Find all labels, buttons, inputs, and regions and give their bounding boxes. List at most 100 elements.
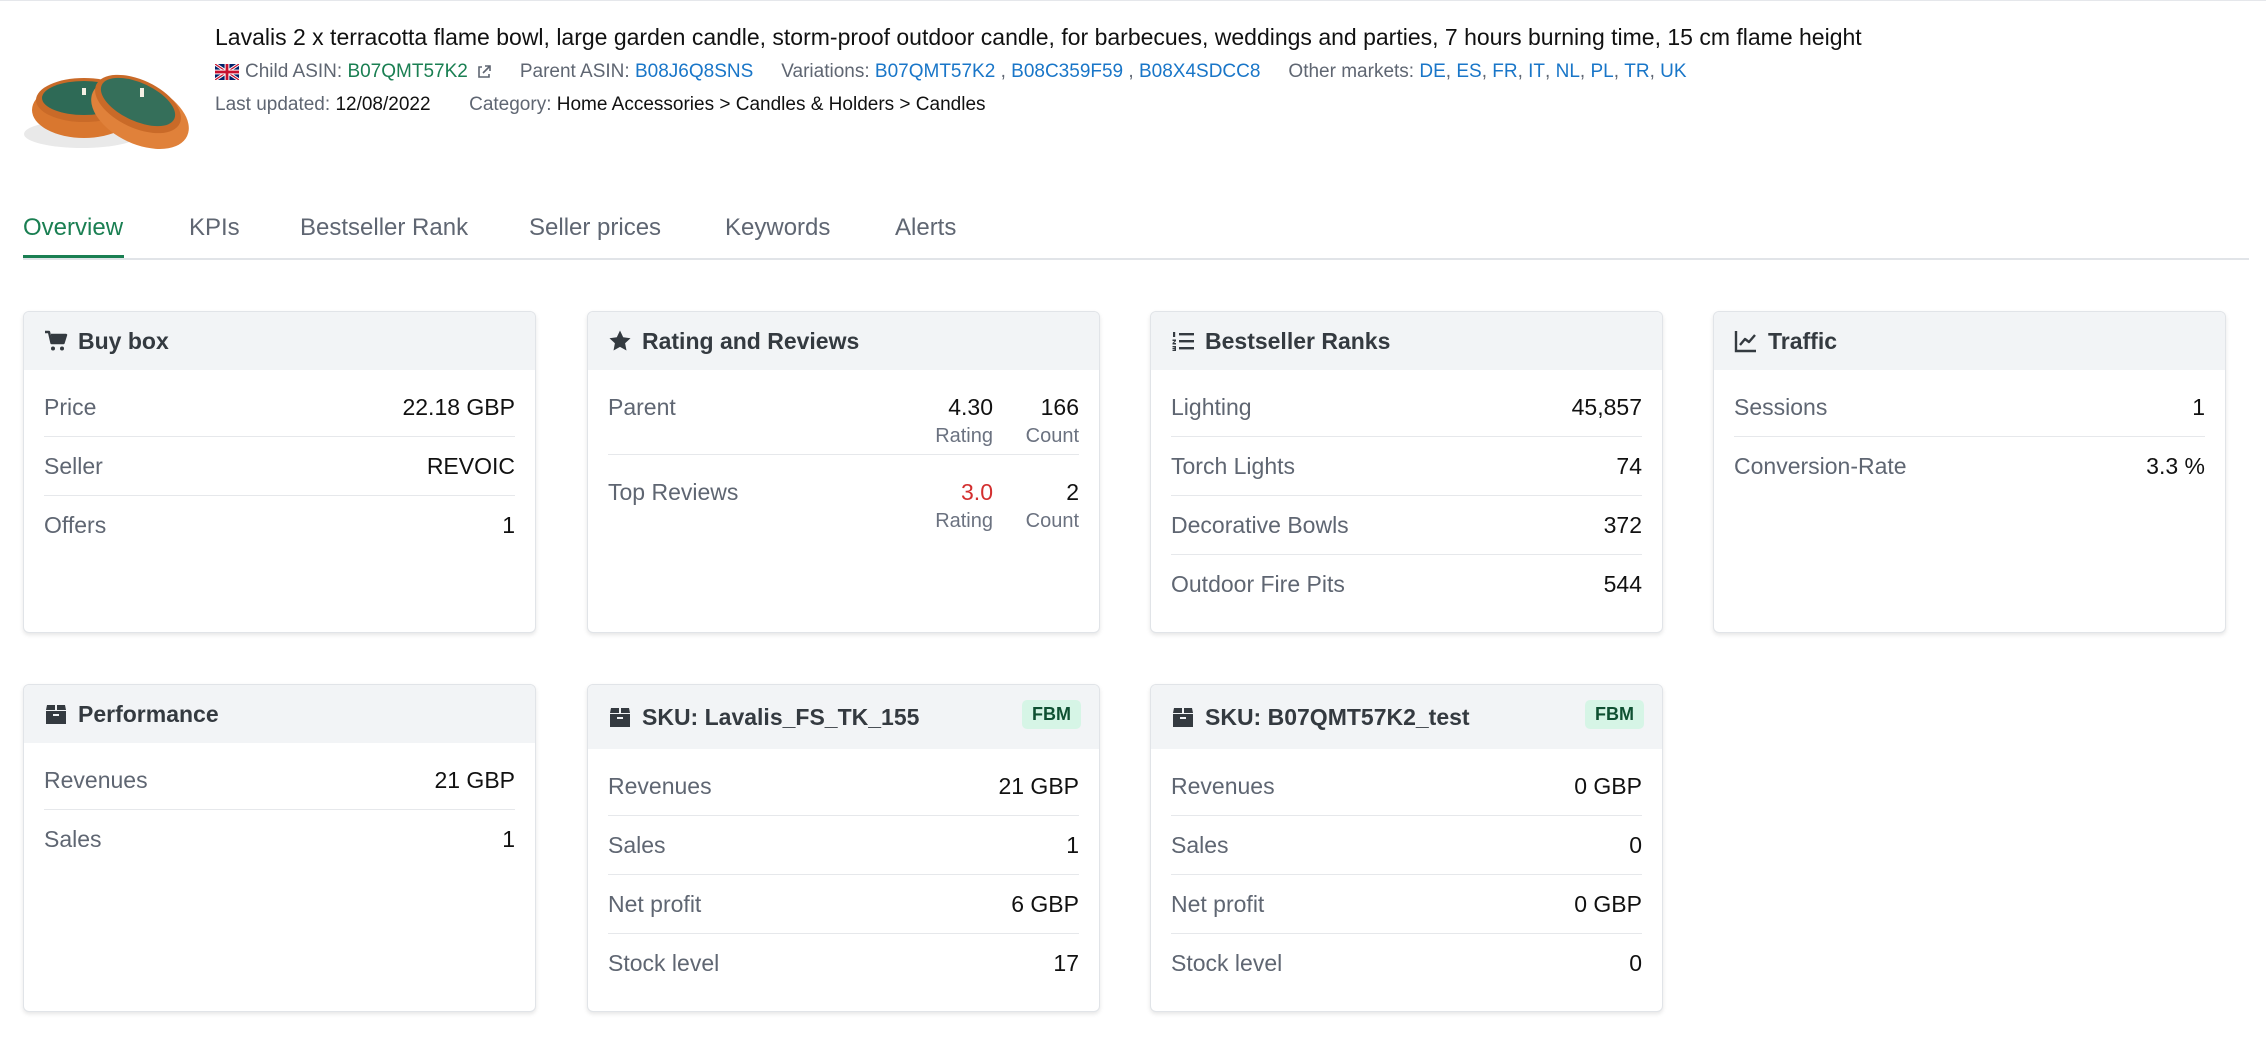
rating-sub-label: Rating: [935, 510, 993, 532]
tab-seller-prices[interactable]: Seller prices: [529, 214, 662, 241]
row-label: Net profit: [1171, 890, 1265, 917]
count-sub-label: Count: [1025, 425, 1079, 447]
tab-bestseller-rank[interactable]: Bestseller Rank: [300, 214, 469, 241]
market-link-fr[interactable]: FR: [1492, 61, 1518, 82]
buy-box-row: Price 22.18 GBP: [44, 378, 515, 437]
product-identifiers: Child ASIN: B07QMT57K2 Parent ASIN: B08J…: [215, 61, 1687, 83]
row-value: 0 GBP: [1574, 890, 1642, 917]
tab-kpis[interactable]: KPIs: [189, 214, 240, 241]
count-value: 2: [1066, 479, 1079, 505]
parent-asin-link[interactable]: B08J6Q8SNS: [634, 61, 754, 82]
rank-row: Torch Lights 74: [1171, 437, 1642, 496]
card-header: Rating and Reviews: [588, 312, 1099, 370]
row-value: 3.3 %: [2146, 453, 2205, 479]
card-header: Buy box: [24, 312, 535, 370]
bestseller-ranks-card: Bestseller Ranks Lighting 45,857 Torch Li…: [1150, 311, 1663, 633]
row-label: Net profit: [608, 890, 702, 917]
row-label: Stock level: [1171, 950, 1283, 976]
count-value: 166: [1040, 394, 1079, 420]
market-link-es[interactable]: ES: [1456, 61, 1482, 82]
row-value: 0 GBP: [1574, 772, 1642, 799]
child-asin-link[interactable]: B07QMT57K2: [347, 61, 468, 82]
row-label: Top Reviews: [608, 479, 739, 505]
traffic-card: Traffic Sessions 1 Conversion-Rate 3.3 %: [1713, 311, 2226, 633]
active-tab-indicator: [23, 255, 124, 258]
market-link-it[interactable]: IT: [1528, 61, 1546, 82]
row-label: Revenues: [608, 772, 712, 799]
market-link-uk[interactable]: UK: [1660, 61, 1687, 82]
product-image: [24, 74, 189, 149]
variation-link[interactable]: B08C359F59: [1011, 61, 1124, 82]
card-title: SKU: B07QMT57K2_test: [1205, 703, 1470, 730]
market-link-de[interactable]: DE: [1419, 61, 1446, 82]
rating-value: 3.0: [961, 479, 993, 505]
card-header: Traffic: [1714, 312, 2225, 370]
card-header: Performance: [24, 685, 535, 743]
rank-row: Decorative Bowls 372: [1171, 496, 1642, 555]
variation-link[interactable]: B07QMT57K2: [874, 61, 996, 82]
parent-asin-label: Parent ASIN:: [519, 61, 630, 82]
box-icon: [610, 708, 630, 727]
rating-row-parent: Parent 4.30 Rating 166 Count: [608, 370, 1079, 455]
row-label: Seller: [44, 452, 103, 479]
row-value: 21 GBP: [998, 772, 1079, 799]
rating-row-top-reviews: Top Reviews 3.0 Rating 2 Count: [608, 455, 1079, 540]
external-link-icon[interactable]: [476, 64, 492, 80]
variation-link[interactable]: B08X4SDCC8: [1138, 61, 1261, 82]
buy-box-card: Buy box Price 22.18 GBP Seller REVOIC Offe…: [23, 311, 536, 633]
market-link-tr[interactable]: TR: [1624, 61, 1650, 82]
row-label: Stock level: [608, 950, 720, 976]
performance-row: Sales 1: [44, 810, 515, 869]
market-link-nl[interactable]: NL: [1555, 61, 1580, 82]
child-asin-label: Child ASIN:: [245, 61, 343, 82]
card-header: Bestseller Ranks: [1151, 312, 1662, 370]
rating-value: 4.30: [948, 394, 993, 420]
card-title: Traffic: [1768, 327, 1838, 354]
sku-row: Sales 0: [1171, 816, 1642, 875]
row-value: 17: [1053, 950, 1079, 976]
sku-row: Net profit 0 GBP: [1171, 875, 1642, 934]
row-label: Price: [44, 393, 97, 420]
tab-alerts[interactable]: Alerts: [895, 214, 957, 241]
tab-keywords[interactable]: Keywords: [725, 214, 831, 241]
row-value: 1: [502, 826, 515, 852]
card-header: SKU: Lavalis_FS_TK_155 FBM: [588, 685, 1099, 749]
market-link-pl[interactable]: PL: [1590, 61, 1614, 82]
card-title: SKU: Lavalis_FS_TK_155: [642, 703, 920, 730]
tab-overview[interactable]: Overview: [23, 214, 124, 241]
sku-row: Sales 1: [608, 816, 1079, 875]
card-title: Performance: [78, 700, 219, 727]
rating-sub-label: Rating: [935, 425, 993, 447]
row-value: 1: [2192, 393, 2205, 420]
card-header: SKU: B07QMT57K2_test FBM: [1151, 685, 1662, 749]
star-icon: [609, 330, 631, 351]
count-sub-label: Count: [1025, 510, 1079, 532]
box-icon: [1173, 708, 1193, 727]
uk-flag-icon: [215, 64, 239, 80]
row-label: Decorative Bowls: [1171, 511, 1349, 538]
line-chart-icon: [1734, 331, 1756, 353]
other-markets-label: Other markets:: [1288, 61, 1415, 82]
row-value: 1: [1066, 831, 1079, 858]
row-label: Revenues: [1171, 772, 1275, 799]
ordered-list-icon: [1172, 332, 1194, 351]
sku-row: Revenues 21 GBP: [608, 757, 1079, 816]
row-value: REVOIC: [426, 452, 515, 479]
card-title: Bestseller Ranks: [1205, 327, 1391, 354]
row-label: Outdoor Fire Pits: [1171, 571, 1345, 597]
row-label: Conversion-Rate: [1734, 453, 1907, 479]
fbm-badge: FBM: [1022, 700, 1081, 729]
sku-card-1: SKU: Lavalis_FS_TK_155 FBM Revenues 21 GB…: [587, 684, 1100, 1012]
last-updated-value: 12/08/2022: [335, 94, 431, 115]
product-title: Lavalis 2 x terracotta flame bowl, large…: [215, 24, 1862, 50]
sku-card-2: SKU: B07QMT57K2_test FBM Revenues 0 GBP S…: [1150, 684, 1663, 1012]
rank-row: Outdoor Fire Pits 544: [1171, 555, 1642, 614]
last-updated-label: Last updated:: [215, 94, 331, 115]
performance-row: Revenues 21 GBP: [44, 751, 515, 810]
row-label: Revenues: [44, 766, 148, 793]
traffic-row: Sessions 1: [1734, 378, 2205, 437]
row-value: 0: [1629, 950, 1642, 976]
tab-bar: Overview KPIs Bestseller Rank Seller pri…: [23, 200, 2249, 260]
sku-row: Stock level 0: [1171, 934, 1642, 993]
fbm-badge: FBM: [1585, 700, 1644, 729]
